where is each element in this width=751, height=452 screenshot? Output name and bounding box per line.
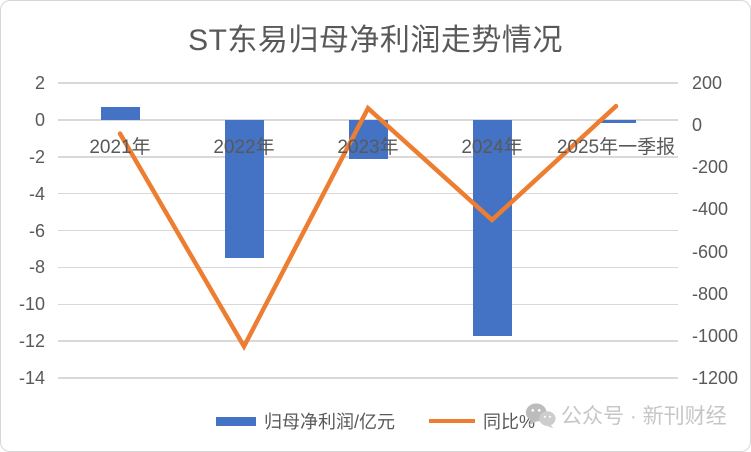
chart-title: ST东易归母净利润走势情况: [188, 24, 563, 57]
bar: [596, 119, 636, 123]
left-axis-tick: -12: [18, 331, 45, 352]
gridline: [58, 192, 678, 195]
line-swatch-icon: [429, 418, 475, 424]
left-axis-tick: 0: [34, 109, 45, 130]
right-axis-tick: -1200: [692, 368, 739, 388]
left-axis-tick: -2: [28, 146, 45, 167]
x-axis-label: 2021年: [89, 137, 151, 158]
x-axis-label: 2023年: [337, 137, 399, 158]
bar: [224, 119, 264, 259]
left-axis: 2 0 -2 -4 -6 -8 -10 -12 -14: [1, 73, 45, 388]
gridline: [58, 82, 678, 84]
gridline: [58, 340, 678, 342]
left-axis-tick: -14: [18, 368, 45, 388]
right-axis: 200 0 -200 -400 -600 -800 -1000 -1200: [692, 73, 750, 388]
left-axis-tick: -8: [28, 257, 45, 278]
gridline: [58, 266, 678, 269]
left-axis-tick: -4: [28, 183, 45, 204]
legend-item-line: 同比%: [429, 408, 535, 434]
bar: [472, 119, 512, 336]
watermark-text: 公众号 · 新刊财经: [561, 405, 727, 428]
gridline: [58, 229, 678, 232]
left-axis-tick: -6: [28, 220, 45, 241]
legend: 归母净利润/亿元 同比%: [1, 408, 750, 434]
bar-swatch-icon: [215, 416, 256, 426]
right-axis-tick: -200: [692, 157, 729, 178]
gridline: [58, 303, 678, 305]
bar: [100, 106, 140, 120]
right-axis-tick: -1000: [692, 325, 739, 346]
line-path: [117, 103, 619, 352]
x-axis-label: 2024年: [461, 137, 523, 158]
right-axis-tick: -800: [692, 283, 729, 304]
legend-line-label: 同比%: [483, 412, 536, 432]
plot-area: [58, 82, 678, 379]
x-axis-label: 2025年一季报: [556, 137, 676, 158]
wechat-icon: [525, 402, 556, 428]
bar: [348, 119, 388, 159]
left-axis-tick: 2: [34, 73, 45, 93]
line-series: [117, 103, 619, 352]
right-axis-tick: 0: [692, 115, 703, 136]
x-axis-label: 2022年: [213, 137, 275, 158]
right-axis-tick: -400: [692, 199, 729, 220]
right-axis-tick: 200: [692, 73, 723, 93]
right-axis-tick: -600: [692, 241, 729, 262]
watermark: 公众号 · 新刊财经: [525, 400, 727, 430]
legend-bar-label: 归母净利润/亿元: [263, 412, 395, 432]
gridline: [58, 377, 678, 379]
x-axis-labels: 2021年 2022年 2023年 2024年 2025年一季报: [58, 132, 678, 158]
left-axis-tick: -10: [18, 294, 45, 315]
legend-item-bar: 归母净利润/亿元: [215, 408, 395, 434]
